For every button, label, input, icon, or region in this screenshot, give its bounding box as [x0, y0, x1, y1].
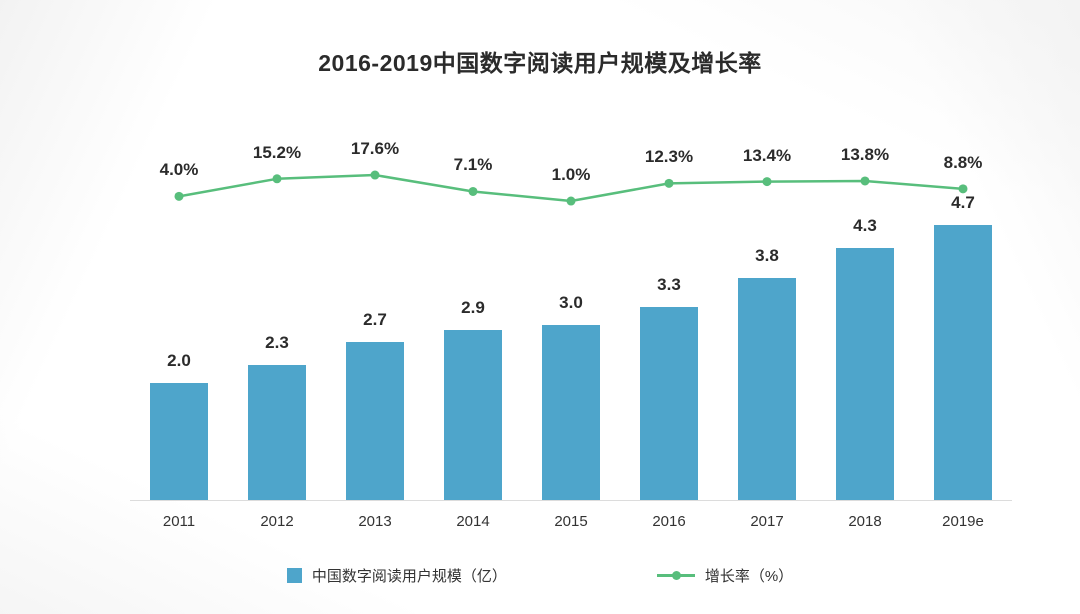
bar-value-label-2013: 2.7	[363, 310, 387, 330]
bar-2012	[248, 365, 306, 500]
x-tick-label-2016: 2016	[652, 513, 686, 530]
legend-item-line-series: 增长率（%）	[656, 565, 794, 586]
x-tick-label-2015: 2015	[554, 513, 588, 530]
bar-series-swatch-icon	[286, 568, 302, 583]
legend: 中国数字阅读用户规模（亿） 增长率（%）	[0, 565, 1080, 586]
bar-2015	[542, 324, 600, 500]
bar-value-label-2018: 4.3	[853, 216, 877, 236]
x-tick-label-2011: 2011	[162, 513, 196, 530]
line-point-2012	[272, 174, 282, 184]
legend-label-line-series: 增长率（%）	[704, 568, 794, 585]
bar-value-label-2016: 3.3	[657, 274, 681, 294]
line-point-2016	[664, 178, 674, 188]
bar-2018	[836, 248, 894, 500]
bar-value-label-2014: 2.9	[461, 298, 485, 318]
bar-value-label-2012: 2.3	[265, 333, 289, 353]
bar-2011	[150, 383, 208, 500]
bar-2016	[640, 306, 698, 500]
growth-rate-label-2011: 4.0%	[159, 160, 199, 180]
x-tick-label-2018: 2018	[848, 513, 882, 530]
bar-value-label-2017: 3.8	[755, 245, 779, 265]
growth-rate-label-2019e: 8.8%	[943, 152, 983, 172]
bar-2013	[346, 342, 404, 500]
growth-rate-label-2018: 13.8%	[840, 144, 890, 164]
x-axis-line	[130, 500, 1012, 501]
x-tick-label-2013: 2013	[358, 513, 392, 530]
line-point-2018	[860, 176, 870, 186]
bar-value-label-2019e: 4.7	[951, 193, 975, 213]
growth-rate-label-2017: 13.4%	[742, 145, 792, 165]
line-point-2011	[174, 191, 184, 201]
growth-rate-label-2013: 17.6%	[350, 139, 400, 159]
line-point-2019e	[958, 184, 968, 194]
x-tick-label-2014: 2014	[456, 513, 490, 530]
growth-rate-label-2012: 15.2%	[252, 142, 302, 162]
bar-value-label-2015: 3.0	[559, 292, 583, 312]
line-point-2013	[370, 170, 380, 180]
x-tick-label-2012: 2012	[260, 513, 294, 530]
growth-rate-label-2015: 1.0%	[551, 165, 591, 185]
x-tick-label-2017: 2017	[750, 513, 784, 530]
legend-item-bar-series: 中国数字阅读用户规模（亿）	[286, 565, 507, 586]
bar-2019e	[934, 225, 992, 500]
growth-rate-label-2014: 7.1%	[453, 155, 493, 175]
growth-rate-label-2016: 12.3%	[644, 147, 694, 167]
line-point-2017	[762, 177, 772, 187]
line-series-swatch-icon	[656, 568, 695, 583]
x-tick-label-2019e: 2019e	[942, 513, 984, 530]
line-point-2015	[566, 196, 576, 206]
chart-title: 2016-2019中国数字阅读用户规模及增长率	[318, 50, 762, 76]
bar-2017	[738, 277, 796, 500]
bar-value-label-2011: 2.0	[167, 351, 191, 370]
bar-2014	[444, 330, 502, 500]
line-point-2014	[468, 186, 478, 196]
legend-label-bar-series: 中国数字阅读用户规模（亿）	[311, 568, 507, 585]
